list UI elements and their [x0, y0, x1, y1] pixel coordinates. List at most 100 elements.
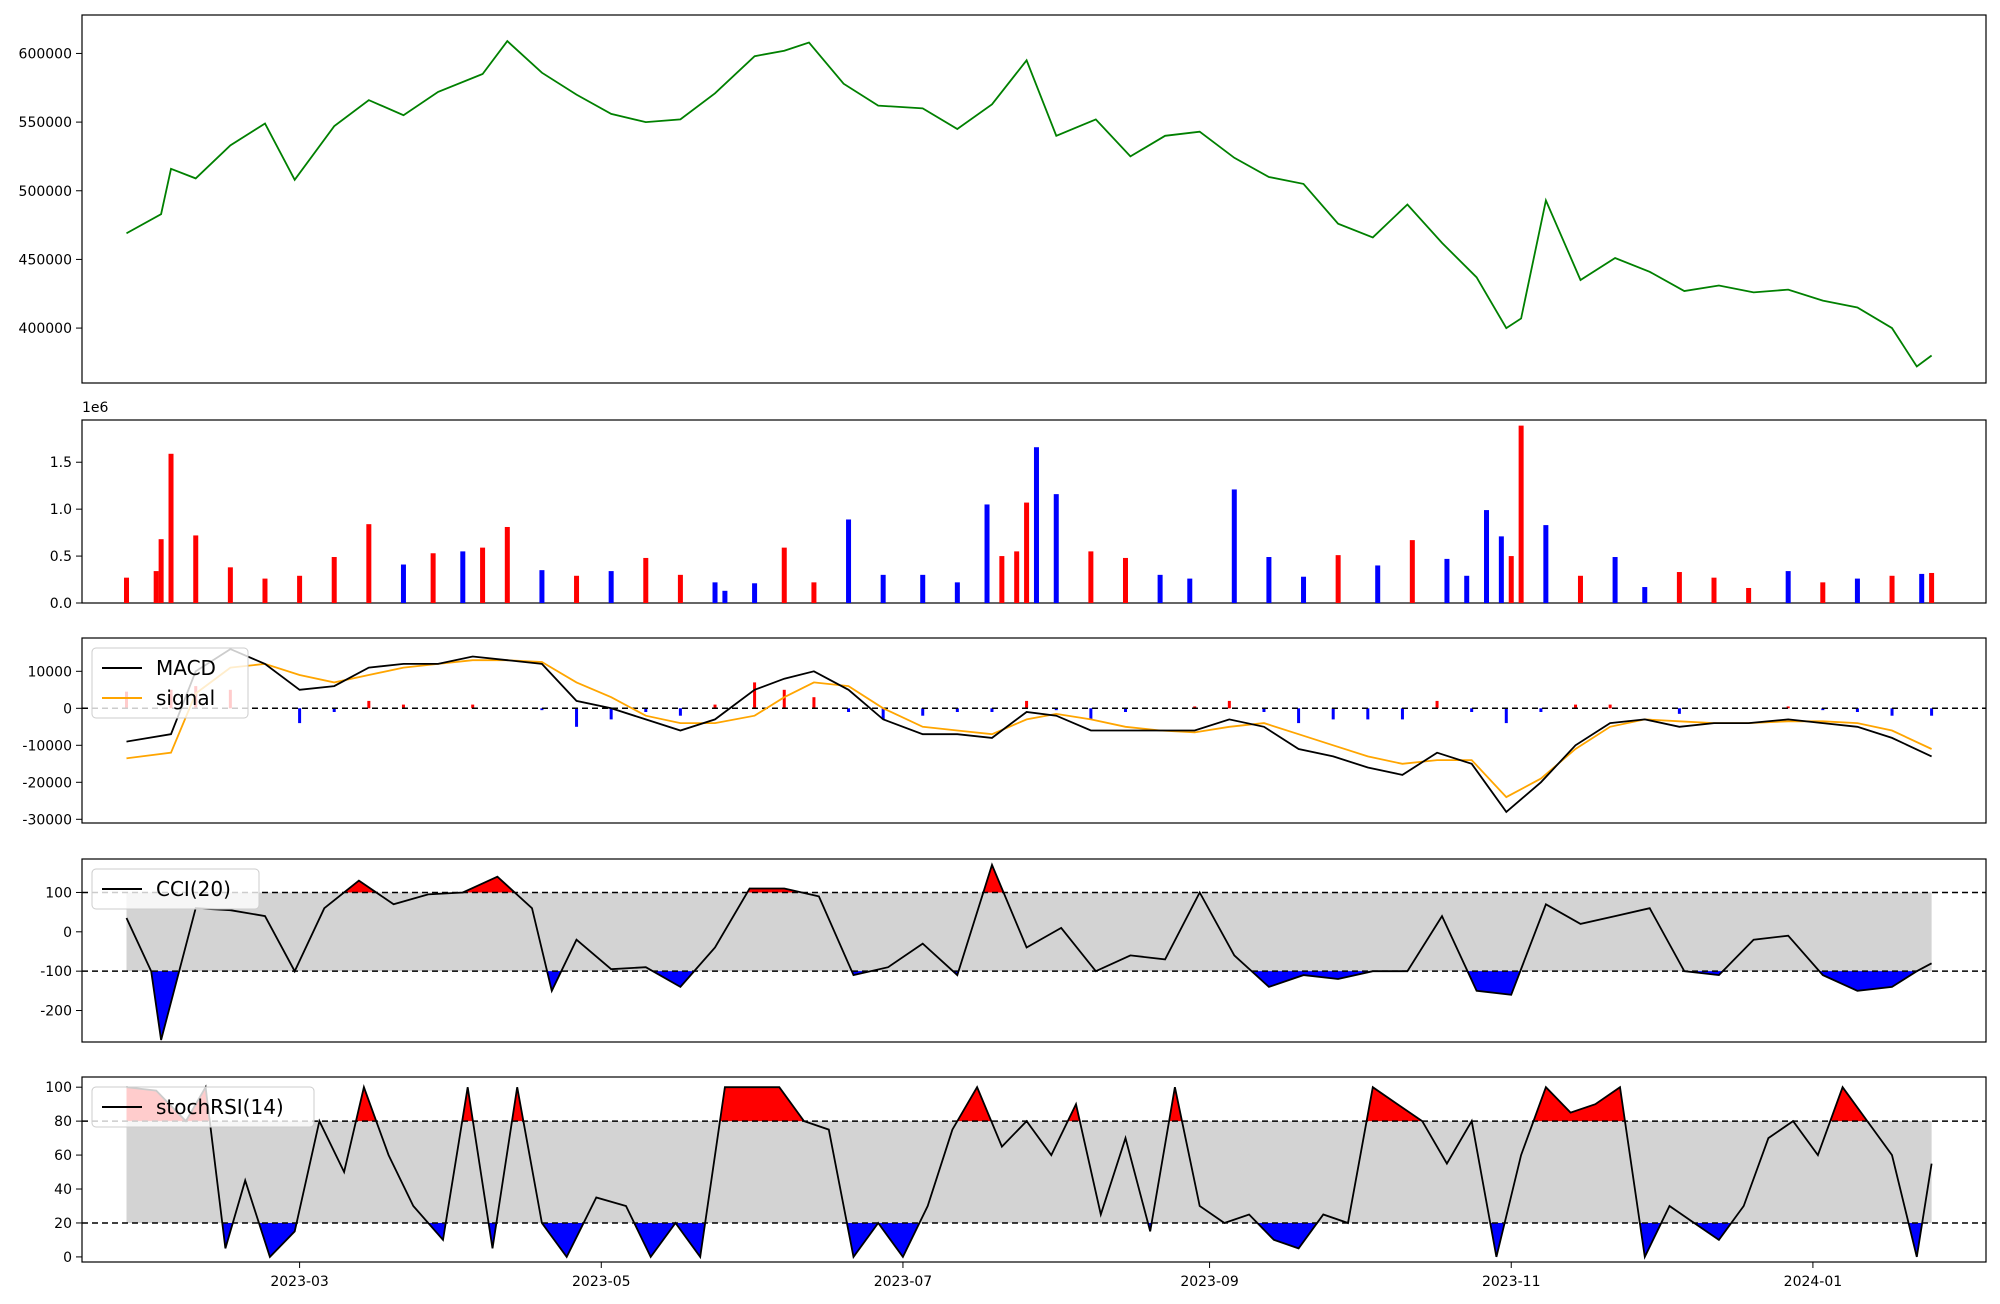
volume-scale-label: 1e6 — [82, 400, 109, 416]
volume-bar — [1187, 579, 1192, 603]
macd-panel-y-tick-label: -20000 — [22, 775, 72, 791]
macd-panel-y-tick-label: 10000 — [27, 664, 72, 680]
volume-bar — [1677, 572, 1682, 603]
cci-panel-y-tick-label: 100 — [45, 885, 72, 901]
x-tick-label: 2023-05 — [572, 1274, 631, 1290]
volume-bar — [1301, 577, 1306, 603]
stochrsi-panel-y-tick-label: 80 — [54, 1114, 72, 1130]
volume-bar — [1484, 510, 1489, 603]
macd-panel-legend-label: signal — [156, 686, 215, 710]
stochrsi-panel-y-tick-label: 40 — [54, 1182, 72, 1198]
volume-bar — [999, 556, 1004, 603]
volume-bar — [574, 576, 579, 603]
macd-histogram-bar — [610, 708, 613, 719]
macd-histogram-bar — [1930, 708, 1933, 715]
volume-bar — [1890, 576, 1895, 603]
volume-bar — [1509, 556, 1514, 603]
cci-panel-legend: CCI(20) — [92, 869, 259, 909]
volume-bar — [1746, 588, 1751, 603]
volume-bar — [609, 571, 614, 603]
price-panel-y-tick-label: 400000 — [19, 321, 72, 337]
x-tick-label: 2023-07 — [874, 1274, 933, 1290]
price-panel-y-tick-label: 600000 — [19, 46, 72, 62]
volume-bar — [643, 558, 648, 603]
volume-bars — [124, 426, 1934, 603]
macd-signal-line — [127, 660, 1932, 797]
volume-bar — [1232, 489, 1237, 603]
volume-bar — [539, 570, 544, 603]
macd-histogram-bar — [367, 701, 370, 708]
x-tick-label: 2024-01 — [1784, 1274, 1843, 1290]
stochrsi-panel-y-tick-label: 20 — [54, 1216, 72, 1232]
volume-bar — [297, 576, 302, 603]
volume-bar — [1578, 576, 1583, 603]
volume-bar — [1786, 571, 1791, 603]
macd-panel-y-tick-label: -10000 — [22, 738, 72, 754]
macd-panel-y-tick-label: 0 — [63, 701, 72, 717]
volume-bar — [1519, 426, 1524, 603]
volume-bar — [332, 557, 337, 603]
macd-panel-legend-label: MACD — [156, 656, 216, 680]
stochrsi-panel-legend: stochRSI(14) — [92, 1087, 314, 1127]
volume-bar — [1464, 576, 1469, 603]
cci-panel-y-tick-label: 0 — [63, 925, 72, 941]
volume-bar — [262, 579, 267, 603]
volume-bar — [752, 583, 757, 603]
stochrsi-panel-y-tick-label: 100 — [45, 1080, 72, 1096]
cci-panel-band — [127, 892, 1932, 971]
volume-bar — [505, 527, 510, 603]
volume-bar — [881, 575, 886, 603]
volume-bar — [1929, 573, 1934, 603]
price-panel-y-tick-label: 500000 — [19, 184, 72, 200]
volume-bar — [846, 519, 851, 603]
macd-histogram-bar — [1436, 701, 1439, 708]
volume-bar — [1266, 557, 1271, 603]
volume-bar — [480, 548, 485, 603]
cci-panel-y-axis: -200 -100 0 100 — [40, 885, 82, 1019]
volume-bar — [1123, 558, 1128, 603]
macd-panel-y-tick-label: -30000 — [22, 812, 72, 828]
volume-bar — [678, 575, 683, 603]
volume-bar — [1014, 551, 1019, 603]
volume-bar — [1034, 447, 1039, 603]
macd-histogram-bar — [679, 708, 682, 715]
volume-bar — [154, 571, 159, 603]
cci-panel-y-tick-label: -100 — [40, 964, 72, 980]
volume-panel-y-tick-label: 0.0 — [50, 596, 72, 612]
volume-bar — [1855, 579, 1860, 603]
cci-panel-y-tick-label: -200 — [40, 1004, 72, 1020]
volume-bar — [985, 504, 990, 603]
volume-bar — [1919, 574, 1924, 603]
macd-panel-legend: MACD signal — [92, 648, 248, 718]
volume-bar — [920, 575, 925, 603]
macd-panel-y-axis: -30000 -20000 -10000 0 10000 — [22, 664, 82, 828]
macd-histogram-bar — [812, 697, 815, 708]
macd-histogram-bar — [783, 690, 786, 709]
cci-panel-legend-label: CCI(20) — [156, 877, 231, 901]
volume-panel-y-tick-label: 0.5 — [50, 549, 72, 565]
volume-bar — [1410, 540, 1415, 603]
volume-bar — [1613, 557, 1618, 603]
volume-bar — [811, 582, 816, 603]
macd-histogram-bar — [1401, 708, 1404, 719]
volume-bar — [1444, 559, 1449, 603]
macd-panel-frame — [82, 638, 1986, 823]
stochrsi-panel-y-tick-label: 0 — [63, 1250, 72, 1266]
volume-bar — [782, 548, 787, 603]
volume-bar — [1024, 503, 1029, 603]
macd-line — [127, 649, 1932, 812]
volume-bar — [1712, 578, 1717, 603]
macd-histogram-bar — [1891, 708, 1894, 715]
volume-bar — [124, 578, 129, 603]
volume-bar — [228, 567, 233, 603]
stochrsi-panel-y-tick-label: 60 — [54, 1148, 72, 1164]
volume-bar — [366, 524, 371, 603]
volume-bar — [1054, 494, 1059, 603]
volume-bar — [1820, 582, 1825, 603]
macd-histogram-bar — [1505, 708, 1508, 723]
volume-bar — [955, 582, 960, 603]
x-tick-label: 2023-09 — [1180, 1274, 1239, 1290]
volume-bar — [713, 582, 718, 603]
